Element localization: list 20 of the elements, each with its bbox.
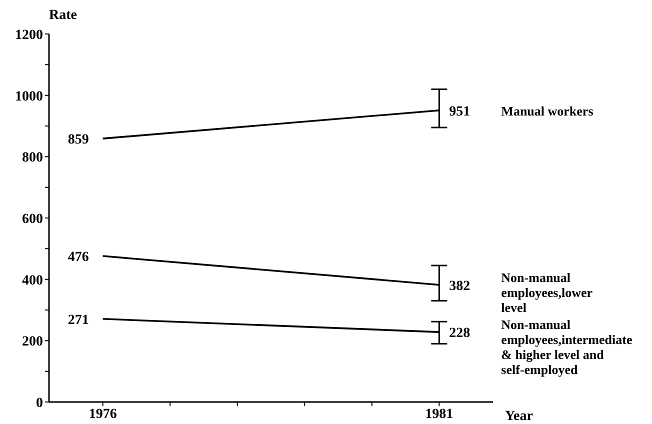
y-tick-label: 200	[22, 334, 43, 350]
data-label: 382	[449, 278, 470, 294]
y-tick-label: 0	[36, 396, 43, 411]
y-axis-title: Rate	[49, 8, 77, 23]
data-label: 476	[68, 250, 89, 266]
data-label: 271	[68, 312, 89, 328]
text: Manual workers	[501, 103, 594, 118]
x-axis-title: Year	[505, 408, 533, 424]
y-tick-label: 800	[22, 150, 43, 166]
y-tick-label: 600	[22, 212, 43, 227]
x-tick-label: 1976	[88, 406, 117, 422]
y-tick-label: 1000	[15, 89, 43, 104]
data-label: 228	[449, 326, 470, 342]
data-label: 951	[449, 104, 470, 120]
x-tick-label: 1981	[425, 406, 454, 422]
y-tick-label: 1200	[15, 28, 43, 43]
y-tick-label: 400	[22, 273, 43, 288]
text: Non-manual employees,lower level	[501, 270, 593, 315]
data-label: 859	[68, 132, 89, 148]
text: Non-manual employees,intermediate & higher level and self-employed	[501, 317, 632, 378]
